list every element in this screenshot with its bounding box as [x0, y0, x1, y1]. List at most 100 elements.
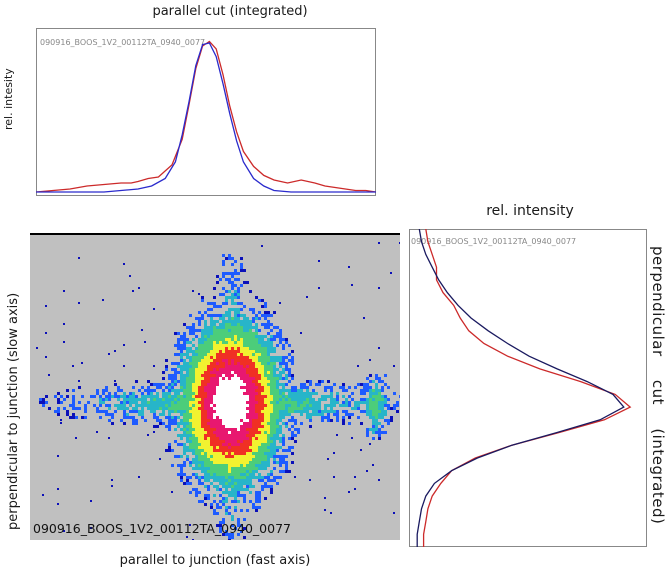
heatmap-cell [96, 407, 99, 410]
heatmap-cell [195, 473, 198, 476]
heatmap-cell [78, 401, 81, 404]
heatmap-cell [171, 395, 174, 398]
heatmap-cell [207, 356, 210, 359]
heatmap-cell [252, 413, 255, 416]
heatmap-cell [240, 395, 243, 398]
heatmap-cell [225, 383, 228, 386]
heatmap-cell [387, 422, 390, 425]
heatmap-cell [249, 377, 252, 380]
heatmap-cell [270, 470, 273, 473]
heatmap-cell [252, 485, 255, 488]
heatmap-cell [153, 416, 156, 419]
heatmap-cell [129, 404, 132, 407]
heatmap-cell [249, 350, 252, 353]
heatmap-cell [366, 470, 368, 472]
heatmap-cell [204, 371, 207, 374]
heatmap-cell [216, 410, 219, 413]
heatmap-cell [234, 398, 237, 401]
heatmap-cell [99, 416, 102, 419]
heatmap-cell [207, 488, 210, 491]
heatmap-cell [219, 473, 222, 476]
heatmap-cell [225, 278, 228, 281]
heatmap-cell [363, 383, 366, 386]
heatmap-cell [138, 389, 141, 392]
heatmap-cell [384, 431, 387, 434]
heatmap-cell [222, 317, 225, 320]
heatmap-cell [381, 380, 384, 383]
heatmap-cell [177, 407, 180, 410]
heatmap-cell [372, 404, 375, 407]
heatmap-cell [330, 398, 333, 401]
heatmap-cell [276, 410, 279, 413]
heatmap-cell [276, 332, 279, 335]
heatmap-cell [381, 404, 384, 407]
heatmap-cell [270, 416, 273, 419]
heatmap-cell [366, 386, 369, 389]
heatmap-cell [105, 413, 108, 416]
heatmap-cell [213, 368, 216, 371]
heatmap-cell [240, 374, 243, 377]
heatmap-cell [258, 365, 261, 368]
heatmap-cell [285, 410, 288, 413]
heatmap-cell [273, 374, 276, 377]
heatmap-cell [153, 365, 155, 367]
heatmap-cell [165, 395, 168, 398]
heatmap-cell [267, 440, 270, 443]
heatmap-cell [195, 353, 198, 356]
heatmap-cell [216, 329, 219, 332]
heatmap-cell [186, 362, 189, 365]
heatmap-cell [231, 401, 234, 404]
heatmap-cell [354, 401, 357, 404]
heatmap-cell [189, 410, 192, 413]
heatmap-cell [111, 485, 113, 487]
heatmap-cell [222, 365, 225, 368]
heatmap-cell [282, 458, 285, 461]
heatmap-cell [219, 440, 222, 443]
heatmap-cell [363, 401, 366, 404]
heatmap-cell [321, 416, 324, 419]
heatmap-cell [198, 365, 201, 368]
heatmap-cell [234, 320, 237, 323]
heatmap-cell [246, 329, 249, 332]
heatmap-cell [255, 443, 258, 446]
heatmap-cell [255, 434, 258, 437]
heatmap-cell [171, 491, 173, 493]
heatmap-cell [324, 416, 327, 419]
heatmap-cell [225, 350, 228, 353]
heatmap-cell [393, 365, 395, 367]
heatmap-cell [270, 389, 273, 392]
heatmap-cell [258, 374, 261, 377]
heatmap-cell [243, 479, 246, 482]
heatmap-cell [243, 461, 246, 464]
heatmap-cell [210, 506, 213, 509]
heatmap-cell [180, 407, 183, 410]
heatmap-cell [189, 440, 192, 443]
heatmap-cell [267, 326, 270, 329]
heatmap-cell [180, 377, 183, 380]
heatmap-cell [294, 440, 297, 443]
heatmap-cell [129, 401, 132, 404]
heatmap-cell [228, 311, 231, 314]
heatmap-cell [231, 302, 234, 305]
heatmap-cell [42, 404, 45, 407]
heatmap-cell [267, 320, 270, 323]
heatmap-cell [279, 440, 282, 443]
heatmap-cell [210, 323, 213, 326]
heatmap-cell [261, 353, 264, 356]
heatmap-cell [261, 431, 264, 434]
heatmap-cell [231, 365, 234, 368]
heatmap-cell [252, 404, 255, 407]
heatmap-cell [213, 437, 216, 440]
heatmap-cell [240, 407, 243, 410]
heatmap-cell [273, 476, 276, 479]
heatmap-cell [246, 443, 249, 446]
heatmap-cell [156, 401, 159, 404]
heatmap-cell [378, 407, 381, 410]
heatmap-cell [375, 383, 378, 386]
heatmap-cell [117, 386, 120, 389]
heatmap-cell [369, 380, 372, 383]
heatmap-cell [219, 407, 222, 410]
heatmap-cell [171, 419, 174, 422]
heatmap-cell [195, 377, 198, 380]
heatmap-cell [222, 326, 225, 329]
